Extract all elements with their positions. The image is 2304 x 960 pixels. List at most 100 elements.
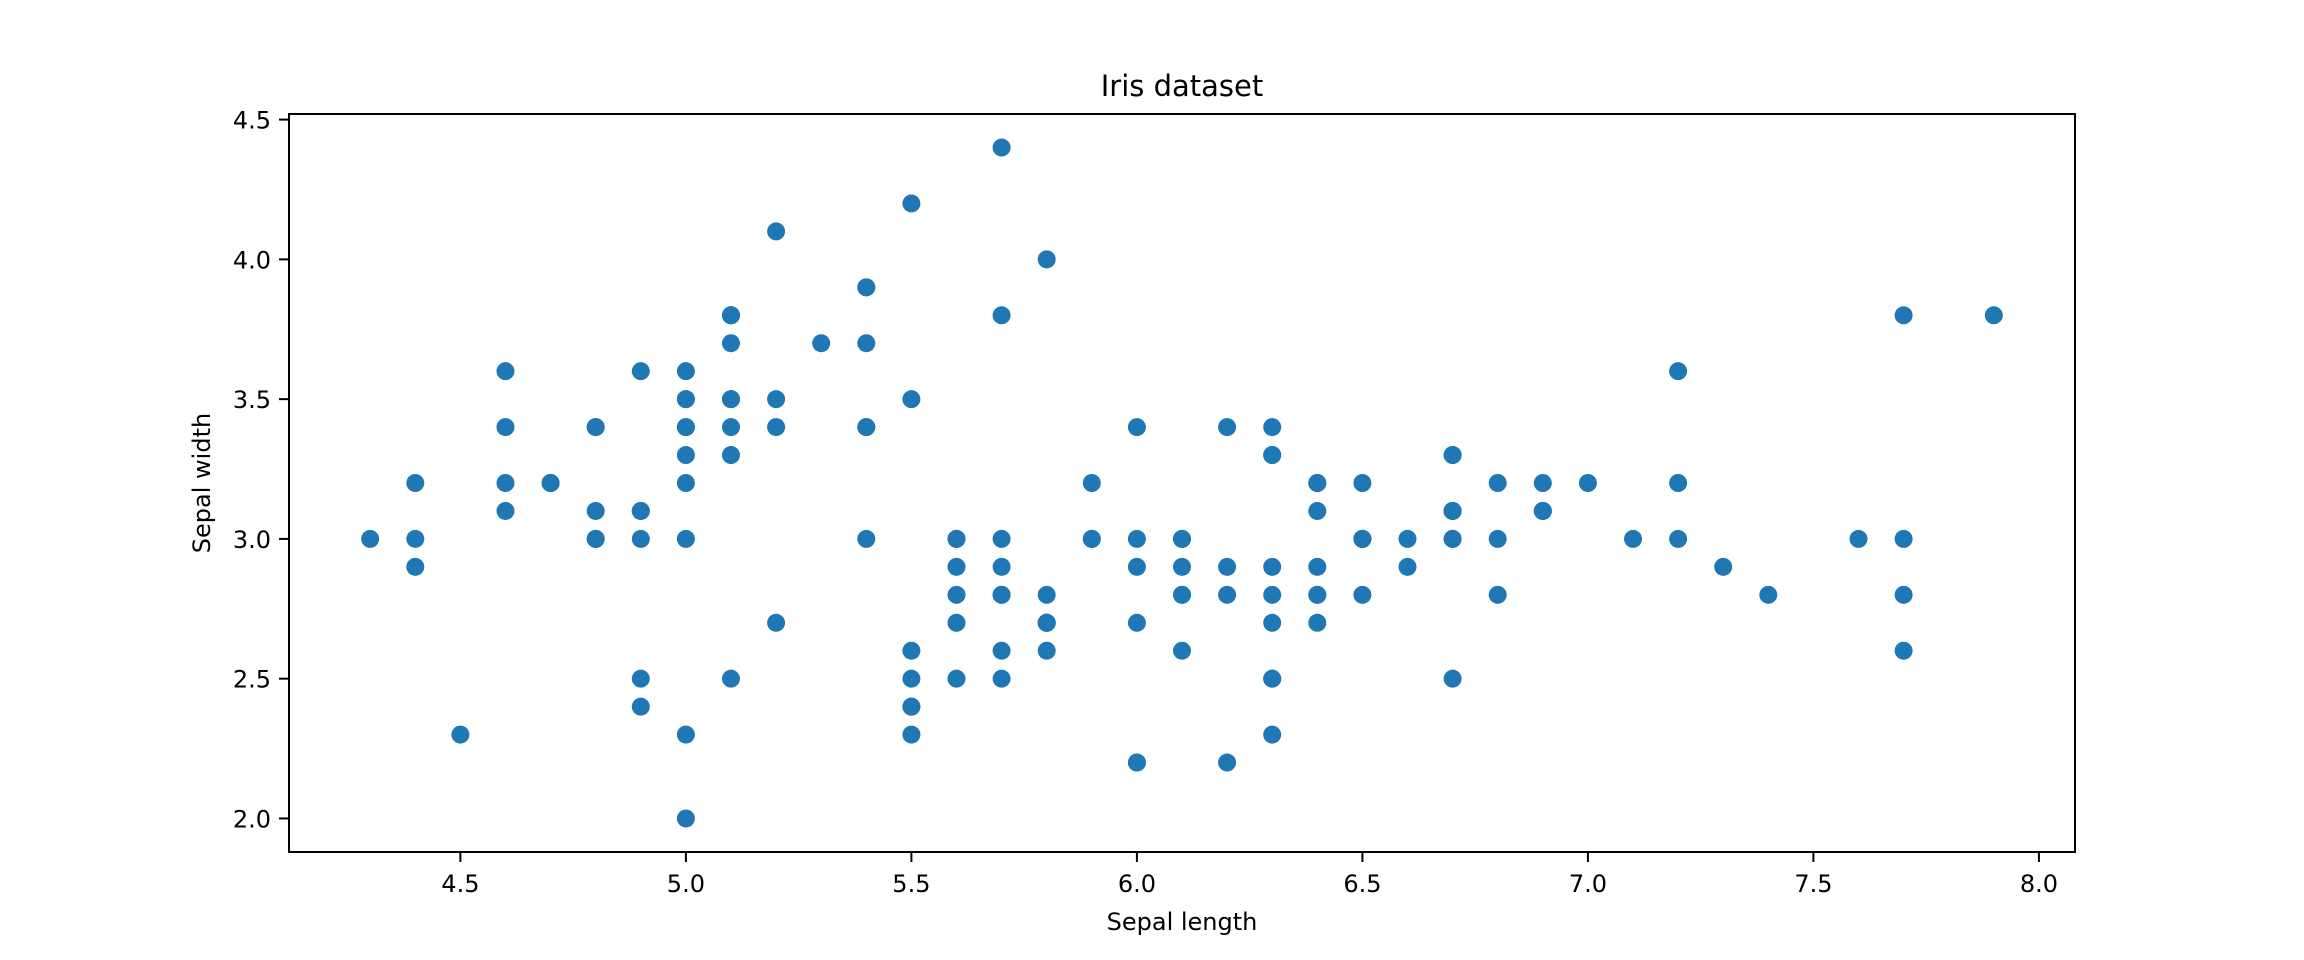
data-point bbox=[1263, 557, 1282, 576]
data-point bbox=[767, 390, 786, 409]
data-point bbox=[1127, 557, 1146, 576]
data-point bbox=[1533, 474, 1552, 492]
data-point bbox=[857, 334, 876, 353]
data-point bbox=[1218, 753, 1237, 772]
data-point bbox=[1173, 585, 1191, 604]
data-points bbox=[361, 138, 2003, 828]
data-point bbox=[767, 613, 786, 632]
data-point bbox=[1308, 585, 1327, 604]
data-point bbox=[767, 222, 786, 241]
data-point bbox=[1218, 418, 1237, 437]
data-point bbox=[1894, 306, 1913, 325]
data-point bbox=[676, 474, 695, 492]
x-axis-label: Sepal length bbox=[1107, 908, 1258, 936]
data-point bbox=[1308, 474, 1327, 492]
data-point bbox=[631, 697, 650, 716]
data-point bbox=[496, 474, 515, 492]
y-tick-label: 4.0 bbox=[233, 246, 271, 274]
data-point bbox=[676, 418, 695, 437]
data-point bbox=[992, 529, 1011, 548]
data-point bbox=[857, 418, 876, 437]
data-point bbox=[676, 362, 695, 381]
x-tick-label: 6.0 bbox=[1118, 870, 1156, 898]
data-point bbox=[1263, 669, 1282, 688]
data-point bbox=[721, 418, 740, 437]
data-point bbox=[1173, 529, 1191, 548]
data-point bbox=[1443, 669, 1462, 688]
data-point bbox=[1218, 585, 1237, 604]
data-point bbox=[1533, 501, 1552, 520]
x-tick-label: 8.0 bbox=[2020, 870, 2058, 898]
data-point bbox=[1127, 418, 1146, 437]
data-point bbox=[496, 362, 515, 381]
data-point bbox=[676, 809, 695, 828]
data-point bbox=[1218, 557, 1237, 576]
data-point bbox=[992, 138, 1011, 157]
data-point bbox=[1263, 613, 1282, 632]
data-point bbox=[676, 390, 695, 409]
data-point bbox=[992, 669, 1011, 688]
data-point bbox=[1353, 585, 1372, 604]
data-point bbox=[902, 194, 921, 213]
data-point bbox=[406, 557, 425, 576]
data-point bbox=[1082, 474, 1101, 492]
data-point bbox=[721, 306, 740, 325]
data-point bbox=[1398, 557, 1417, 576]
chart-title: Iris dataset bbox=[1101, 69, 1264, 103]
data-point bbox=[1488, 474, 1507, 492]
data-point bbox=[1443, 529, 1462, 548]
data-point bbox=[992, 585, 1011, 604]
data-point bbox=[947, 585, 966, 604]
y-axis-ticks: 2.0 2.5 3.0 3.5 4.0 4.5 bbox=[233, 107, 289, 833]
data-point bbox=[1308, 501, 1327, 520]
data-point bbox=[1669, 529, 1688, 548]
x-tick-label: 5.5 bbox=[892, 870, 930, 898]
data-point bbox=[1669, 362, 1688, 381]
data-point bbox=[1263, 418, 1282, 437]
x-tick-label: 7.0 bbox=[1569, 870, 1607, 898]
data-point bbox=[586, 501, 605, 520]
data-point bbox=[1849, 529, 1868, 548]
data-point bbox=[1308, 557, 1327, 576]
data-point bbox=[496, 501, 515, 520]
data-point bbox=[992, 557, 1011, 576]
data-point bbox=[1173, 557, 1191, 576]
data-point bbox=[541, 474, 560, 492]
data-point bbox=[992, 306, 1011, 325]
data-point bbox=[721, 446, 740, 465]
data-point bbox=[1127, 613, 1146, 632]
data-point bbox=[1984, 306, 2003, 325]
data-point bbox=[1263, 725, 1282, 744]
data-point bbox=[947, 669, 966, 688]
data-point bbox=[361, 529, 380, 548]
data-point bbox=[1443, 501, 1462, 520]
data-point bbox=[586, 418, 605, 437]
data-point bbox=[1894, 529, 1913, 548]
data-point bbox=[992, 641, 1011, 660]
y-tick-label: 4.5 bbox=[233, 107, 271, 135]
data-point bbox=[1263, 585, 1282, 604]
data-point bbox=[1308, 613, 1327, 632]
data-point bbox=[767, 418, 786, 437]
data-point bbox=[902, 697, 921, 716]
data-point bbox=[902, 725, 921, 744]
x-tick-label: 7.5 bbox=[1794, 870, 1832, 898]
data-point bbox=[1669, 474, 1688, 492]
data-point bbox=[631, 362, 650, 381]
x-axis-ticks: 4.5 5.0 5.5 6.0 6.5 7.0 7.5 8.0 bbox=[441, 852, 2058, 898]
data-point bbox=[1037, 613, 1056, 632]
data-point bbox=[1037, 585, 1056, 604]
data-point bbox=[451, 725, 470, 744]
data-point bbox=[857, 278, 876, 297]
y-axis-label: Sepal width bbox=[188, 413, 216, 553]
y-tick-label: 2.0 bbox=[233, 805, 271, 833]
y-tick-label: 3.0 bbox=[233, 526, 271, 554]
data-point bbox=[631, 501, 650, 520]
data-point bbox=[1037, 250, 1056, 269]
data-point bbox=[812, 334, 831, 353]
data-point bbox=[1037, 641, 1056, 660]
y-tick-label: 2.5 bbox=[233, 666, 271, 694]
data-point bbox=[1714, 557, 1733, 576]
